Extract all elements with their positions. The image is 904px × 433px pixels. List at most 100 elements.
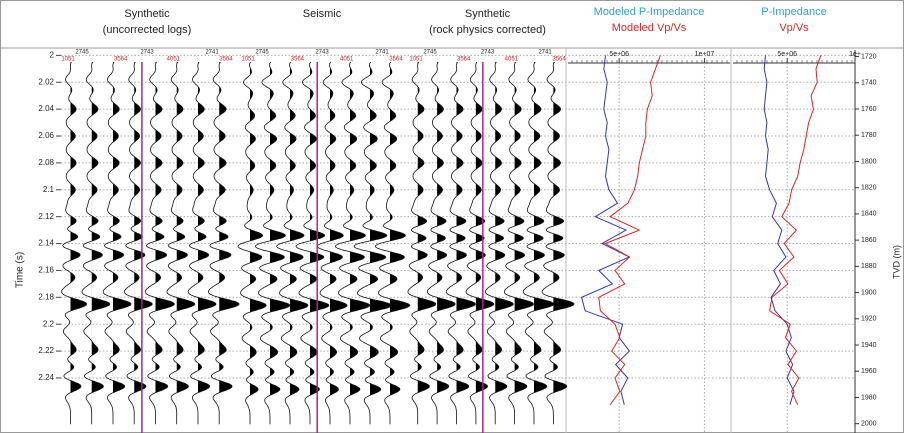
trace-fill (417, 62, 436, 425)
trace-fill (475, 62, 494, 425)
trace (187, 61, 217, 425)
y2-tick-label: 1820 (861, 185, 877, 192)
x-tick-label: 5e+06 (777, 51, 797, 58)
y-tick-label: 2.08 (38, 158, 54, 167)
y-tick-label: 2.24 (38, 373, 54, 382)
legend-label: Modeled P-Impedance (594, 6, 705, 18)
trace-header: 1051 (61, 57, 75, 63)
trace-fill (330, 62, 348, 425)
y2-tick-label: 1720 (861, 53, 877, 60)
panel-title: Synthetic (465, 8, 511, 20)
trace (316, 61, 348, 425)
trace-fill (176, 62, 195, 425)
log-curve (763, 55, 795, 405)
trace (295, 61, 330, 425)
y2-tick-label: 1880 (861, 263, 877, 270)
trace-header: 3564 (291, 57, 305, 63)
trace-fill (390, 62, 410, 425)
trace-fill (155, 62, 175, 425)
trace-fill (553, 62, 575, 425)
panel-title: (uncorrected logs) (103, 24, 192, 36)
y2-tick-label: 1860 (861, 237, 877, 244)
trace-fill (70, 62, 87, 425)
trace (144, 61, 175, 425)
x-tick-label: 5e+06 (609, 51, 629, 58)
trace-header: 3564 (552, 57, 566, 63)
trace (541, 61, 575, 425)
trace (465, 61, 495, 425)
trace-fill (534, 62, 554, 425)
y2-tick-label: 1960 (861, 368, 877, 375)
log-curve (598, 55, 661, 406)
trace (102, 61, 132, 425)
trace-header: 1051 (241, 57, 255, 63)
trace (503, 61, 534, 425)
trace-header: 2745 (423, 50, 437, 56)
legend-label: Vp/Vs (779, 22, 809, 34)
log-curve (769, 55, 822, 406)
trace-header: 4051 (167, 57, 181, 63)
y-tick-label: 2.06 (38, 131, 54, 140)
y-tick-label: 2.2 (43, 319, 55, 328)
legend-label: P-Impedance (761, 6, 826, 18)
trace-fill (290, 62, 308, 425)
trace (123, 61, 153, 425)
y-tick-label: 2.16 (38, 266, 54, 275)
trace (353, 61, 393, 425)
legend-label: Modeled Vp/Vs (612, 22, 687, 34)
trace-header: 3564 (219, 57, 233, 63)
trace-fill (495, 62, 514, 425)
y2-tick-label: 1840 (861, 211, 877, 218)
y-tick-label: 2.1 (43, 185, 55, 194)
trace-header: 2741 (538, 50, 552, 56)
trace-fill (514, 62, 534, 425)
trace-header: 3564 (389, 57, 403, 63)
trace (81, 61, 111, 425)
panel-title: Synthetic (124, 8, 170, 20)
x-tick-label: 1e+07 (695, 51, 715, 58)
trace-header: 2741 (375, 50, 389, 56)
trace-fill (198, 62, 216, 425)
y2-tick-label: 1740 (861, 80, 877, 87)
trace-fill (91, 62, 110, 425)
trace (426, 61, 456, 425)
trace-fill (310, 62, 329, 425)
trace-fill (350, 62, 370, 425)
y2-tick-label: 1980 (861, 394, 877, 401)
trace (166, 61, 196, 425)
trace-header: 4051 (340, 57, 354, 63)
trace-header: 3564 (114, 57, 128, 63)
trace-header: 3564 (457, 57, 471, 63)
trace-fill (219, 62, 240, 425)
y2-tick-label: 1900 (861, 289, 877, 296)
trace-header: 2743 (481, 50, 495, 56)
trace-header: 1051 (409, 57, 423, 63)
y2-tick-label: 1780 (861, 132, 877, 139)
trace (522, 61, 555, 425)
trace (484, 61, 514, 425)
trace-fill (134, 62, 153, 425)
trace-header: 2743 (140, 50, 154, 56)
trace-header: 2745 (255, 50, 269, 56)
trace-header: 2741 (205, 50, 219, 56)
y-tick-label: 2.14 (38, 239, 54, 248)
y-tick-label: 2.22 (38, 346, 54, 355)
trace (207, 61, 240, 425)
trace-header: 2745 (75, 50, 89, 56)
trace-fill (113, 62, 131, 425)
trace-header: 2743 (315, 50, 329, 56)
panel-title: Seismic (303, 8, 342, 20)
y2-tick-label: 1940 (861, 342, 877, 349)
y2-tick-label: 1760 (861, 106, 877, 113)
trace-fill (437, 62, 456, 425)
y-tick-label: 2 (50, 50, 55, 59)
trace (374, 61, 411, 425)
y2-tick-label: 1800 (861, 158, 877, 165)
y2-tick-label: 2000 (861, 421, 877, 428)
panel-title: (rock physics corrected) (429, 24, 546, 36)
log-curve (581, 55, 631, 405)
trace (254, 61, 291, 425)
y-axis-label: Time (s) (15, 252, 26, 288)
